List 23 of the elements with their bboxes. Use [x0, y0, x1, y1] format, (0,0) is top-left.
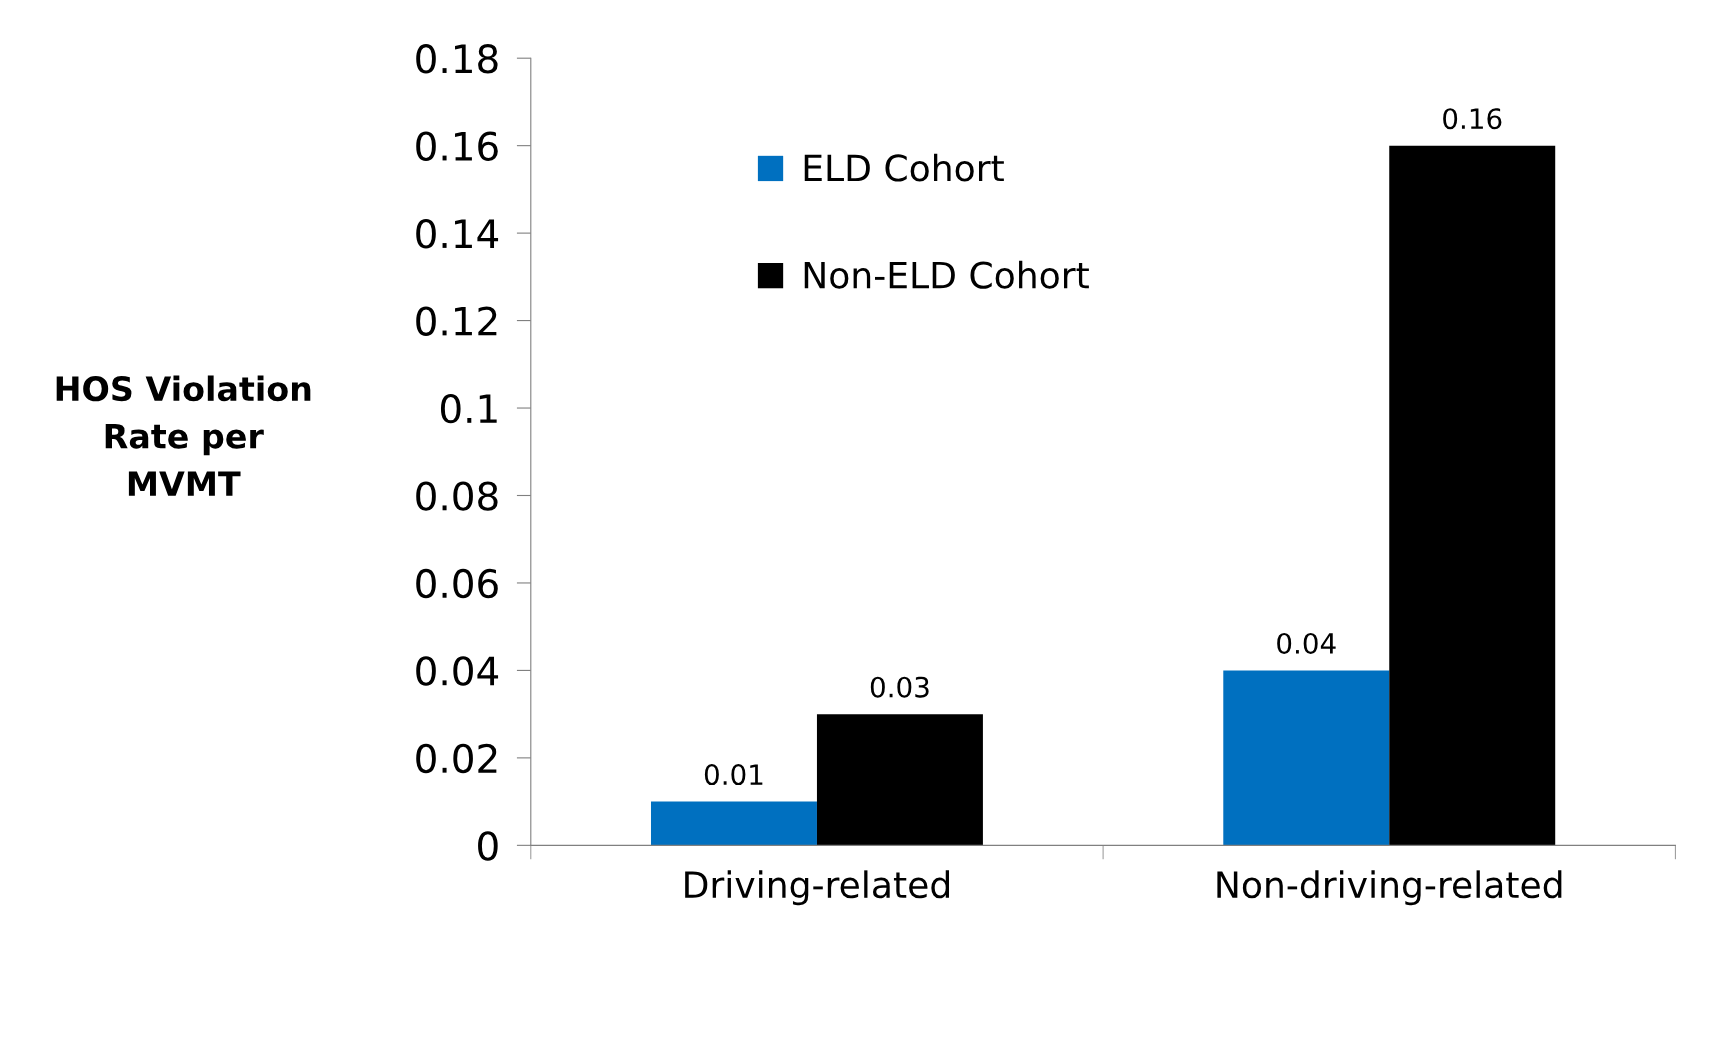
y-tick-label: 0.08: [416, 481, 498, 511]
data-label: 0.04: [1277, 632, 1336, 654]
y-tick-label: 0.12: [416, 306, 497, 336]
y-tick-label: 0.06: [416, 568, 498, 599]
y-tick-label: 0.18: [416, 44, 498, 74]
data-label: 0.03: [870, 676, 929, 698]
y-tick-label: 0.04: [416, 656, 499, 686]
bar: [1223, 670, 1390, 846]
data-label: 0.01: [704, 764, 763, 786]
y-tick-label: 0.14: [416, 219, 499, 249]
bar: [650, 801, 817, 846]
y-axis-title: HOS Violation Rate per MVMT: [56, 375, 311, 496]
data-label: 0.16: [1443, 108, 1502, 130]
legend-label: ELD Cohort: [804, 153, 1004, 182]
x-tick-label: Driving-related: [685, 870, 949, 906]
y-tick-label: 0.1: [440, 393, 497, 424]
x-tick-label: Non-driving-related: [1217, 870, 1562, 906]
y-tick-label: 0.02: [416, 743, 497, 774]
bar: [1389, 145, 1556, 846]
y-tick-label: 0.16: [416, 131, 498, 161]
legend-label: Non-ELD Cohort: [804, 260, 1089, 289]
bar: [816, 714, 983, 846]
y-tick-label: 0: [478, 831, 498, 861]
